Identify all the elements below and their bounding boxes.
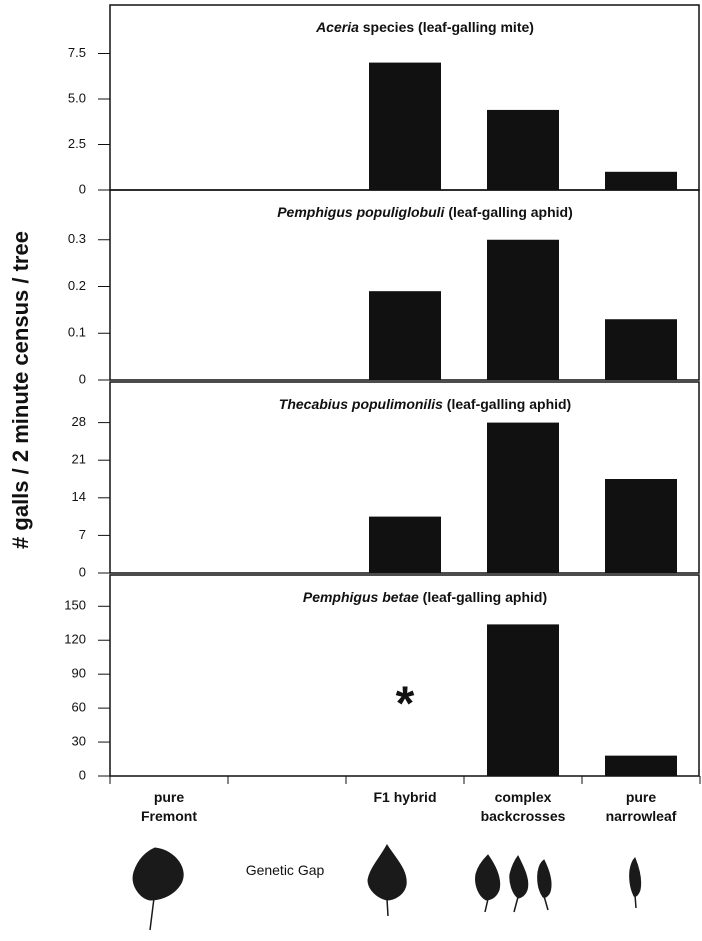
y-tick-label: 2.5 bbox=[68, 136, 86, 151]
y-tick-label: 5.0 bbox=[68, 90, 86, 105]
y-tick-label: 0 bbox=[79, 181, 86, 196]
leaf-icons bbox=[132, 843, 642, 931]
bar bbox=[487, 422, 559, 573]
title-part: Aceria bbox=[315, 19, 359, 35]
y-tick-label: 0.1 bbox=[68, 325, 86, 340]
panel-title: Aceria species (leaf-galling mite) bbox=[315, 19, 534, 35]
genetic-gap-label: Genetic Gap bbox=[245, 862, 325, 878]
title-part: Pemphigus betae bbox=[303, 589, 419, 605]
bar bbox=[605, 479, 677, 573]
x-tick-label: F1 hybrid bbox=[373, 789, 437, 805]
bar bbox=[605, 755, 677, 776]
y-tick-label: 0 bbox=[79, 767, 86, 782]
panel-title: Thecabius populimonilis (leaf-galling ap… bbox=[279, 396, 571, 412]
title-part: Pemphigus populiglobuli bbox=[277, 204, 445, 220]
y-tick-label: 21 bbox=[72, 452, 86, 467]
title-part: Thecabius populimonilis bbox=[279, 396, 443, 412]
y-tick-label: 0.2 bbox=[68, 278, 86, 293]
bar bbox=[487, 624, 559, 776]
y-tick-label: 90 bbox=[72, 666, 86, 681]
y-tick-label: 0 bbox=[79, 564, 86, 579]
y-tick-label: 0.3 bbox=[68, 231, 86, 246]
y-tick-label: 7 bbox=[79, 527, 86, 542]
x-tick-label: pure narrowleaf bbox=[605, 789, 677, 824]
bar bbox=[369, 291, 441, 380]
x-tick-label: pure Fremont bbox=[141, 789, 197, 824]
title-part: (leaf-galling aphid) bbox=[444, 204, 572, 220]
bar bbox=[605, 171, 677, 190]
bar bbox=[487, 109, 559, 190]
y-tick-label: 0 bbox=[79, 371, 86, 386]
panel-title: Pemphigus betae (leaf-galling aphid) bbox=[303, 589, 547, 605]
y-tick-label: 30 bbox=[72, 733, 86, 748]
title-part: (leaf-galling aphid) bbox=[443, 396, 571, 412]
bar bbox=[369, 62, 441, 190]
y-tick-label: 7.5 bbox=[68, 45, 86, 60]
y-tick-label: 150 bbox=[64, 598, 86, 613]
y-tick-label: 120 bbox=[64, 632, 86, 647]
y-tick-label: 60 bbox=[72, 700, 86, 715]
y-tick-label: 14 bbox=[72, 489, 86, 504]
y-tick-label: 28 bbox=[72, 414, 86, 429]
panel-title: Pemphigus populiglobuli (leaf-galling ap… bbox=[277, 204, 573, 220]
y-axis-label: # galls / 2 minute census / tree bbox=[8, 231, 33, 549]
x-tick-label: complex backcrosses bbox=[480, 789, 566, 824]
title-part: species (leaf-galling mite) bbox=[359, 19, 534, 35]
bar bbox=[369, 516, 441, 573]
title-part: (leaf-galling aphid) bbox=[419, 589, 547, 605]
annotation: * bbox=[396, 678, 415, 731]
bar bbox=[605, 319, 677, 380]
panel-frame bbox=[109, 574, 700, 777]
bar bbox=[487, 239, 559, 380]
